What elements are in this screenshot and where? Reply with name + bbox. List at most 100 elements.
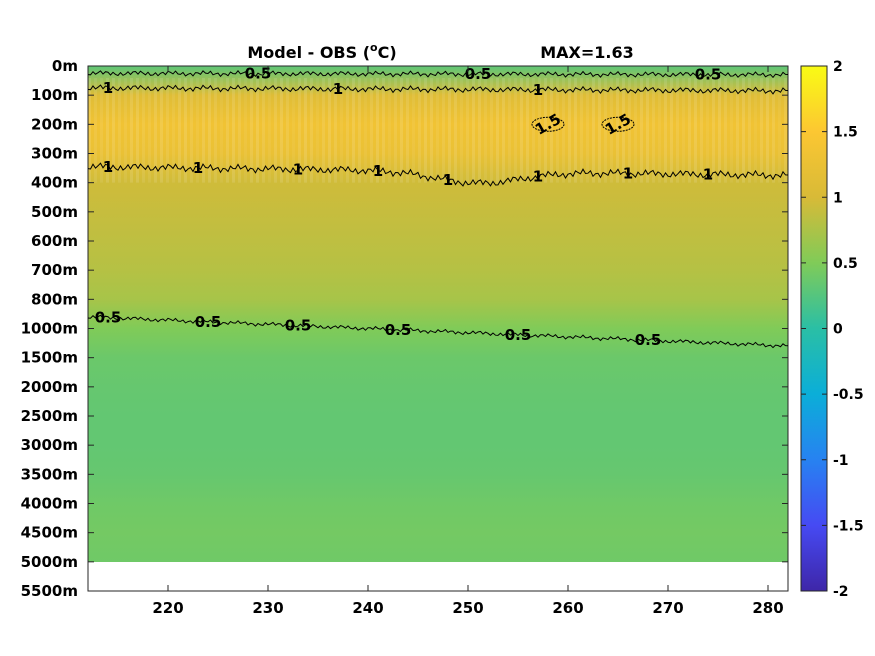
heatmap-column-streaks bbox=[88, 78, 787, 183]
y-tick-label: 3500m bbox=[21, 465, 78, 483]
streak bbox=[682, 78, 685, 183]
streak bbox=[106, 78, 109, 183]
y-tick-label: 2000m bbox=[21, 378, 78, 396]
streak bbox=[502, 78, 505, 183]
streak bbox=[166, 78, 169, 183]
streak bbox=[484, 78, 487, 183]
streak bbox=[124, 78, 127, 183]
streak bbox=[628, 78, 631, 183]
colorbar-tick-label: -1.5 bbox=[833, 518, 864, 534]
streak bbox=[316, 78, 319, 183]
contour-label: 0.5 bbox=[695, 66, 722, 84]
streak bbox=[676, 78, 679, 183]
streak bbox=[172, 78, 175, 183]
streak bbox=[280, 78, 283, 183]
streak bbox=[604, 78, 607, 183]
streak bbox=[184, 78, 187, 183]
y-tick-label: 600m bbox=[31, 232, 78, 250]
y-tick-label: 200m bbox=[31, 115, 78, 133]
streak bbox=[100, 78, 103, 183]
streak bbox=[598, 78, 601, 183]
x-tick-label: 220 bbox=[152, 599, 183, 617]
streak bbox=[508, 78, 511, 183]
streak bbox=[730, 78, 733, 183]
streak bbox=[352, 78, 355, 183]
streak bbox=[142, 78, 145, 183]
y-tick-label: 100m bbox=[31, 86, 78, 104]
streak bbox=[274, 78, 277, 183]
streak bbox=[766, 78, 769, 183]
colorbar-tick-label: -2 bbox=[833, 584, 849, 600]
streak bbox=[622, 78, 625, 183]
streak bbox=[418, 78, 421, 183]
streak bbox=[532, 78, 535, 183]
streak bbox=[388, 78, 391, 183]
contour-label: 0.5 bbox=[245, 65, 272, 83]
y-tick-label: 500m bbox=[31, 203, 78, 221]
max-label: MAX=1.63 bbox=[540, 43, 634, 62]
streak bbox=[748, 78, 751, 183]
streak bbox=[292, 78, 295, 183]
y-tick-label: 1500m bbox=[21, 349, 78, 367]
streak bbox=[382, 78, 385, 183]
contour-label: 1 bbox=[193, 159, 203, 177]
x-tick-label: 270 bbox=[652, 599, 683, 617]
y-axis-ticks: 0m 100m 200m 300m 400m 500m 600m 700m 800m 1000m 1… bbox=[21, 57, 788, 600]
streak bbox=[664, 78, 667, 183]
contour-label: 1 bbox=[103, 158, 113, 176]
streak bbox=[670, 78, 673, 183]
streak bbox=[448, 78, 451, 183]
streak bbox=[322, 78, 325, 183]
colorbar-tick-label: -0.5 bbox=[833, 387, 864, 403]
streak bbox=[514, 78, 517, 183]
streak bbox=[736, 78, 739, 183]
contour-label: 1 bbox=[623, 164, 633, 182]
streak bbox=[262, 78, 265, 183]
contour-patch bbox=[531, 116, 565, 132]
streak bbox=[118, 78, 121, 183]
contour-line bbox=[88, 84, 788, 95]
streak bbox=[592, 78, 595, 183]
contour-label: 1 bbox=[333, 80, 343, 98]
streak bbox=[778, 78, 781, 183]
streak bbox=[688, 78, 691, 183]
streak bbox=[490, 78, 493, 183]
streak bbox=[364, 78, 367, 183]
contour-label: 1 bbox=[703, 165, 713, 183]
streak bbox=[574, 78, 577, 183]
streak bbox=[208, 78, 211, 183]
streak bbox=[130, 78, 133, 183]
colorbar-tick-label: -1 bbox=[833, 453, 849, 469]
y-tick-label: 5000m bbox=[21, 553, 78, 571]
streak bbox=[430, 78, 433, 183]
streak bbox=[214, 78, 217, 183]
contour-label: 1 bbox=[103, 79, 113, 97]
streak bbox=[88, 78, 91, 183]
streak bbox=[244, 78, 247, 183]
contour-label: 0.5 bbox=[635, 331, 662, 349]
streak bbox=[334, 78, 337, 183]
contour-label: 1 bbox=[293, 160, 303, 178]
contour-label: 0.5 bbox=[285, 317, 312, 335]
streak bbox=[400, 78, 403, 183]
x-tick-label: 280 bbox=[752, 599, 783, 617]
x-tick-label: 230 bbox=[252, 599, 283, 617]
streak bbox=[232, 78, 235, 183]
streak bbox=[700, 78, 703, 183]
streak bbox=[460, 78, 463, 183]
streak bbox=[634, 78, 637, 183]
streak bbox=[442, 78, 445, 183]
streak bbox=[160, 78, 163, 183]
streak bbox=[202, 78, 205, 183]
streak bbox=[742, 78, 745, 183]
streak bbox=[424, 78, 427, 183]
x-tick-label: 260 bbox=[552, 599, 583, 617]
y-tick-label: 400m bbox=[31, 174, 78, 192]
contour-label: 0.5 bbox=[505, 326, 532, 344]
streak bbox=[358, 78, 361, 183]
streak bbox=[544, 78, 547, 183]
streak bbox=[712, 78, 715, 183]
colorbar-tick-label: 2 bbox=[833, 59, 843, 75]
contour-label: 0.5 bbox=[95, 309, 122, 327]
streak bbox=[370, 78, 373, 183]
